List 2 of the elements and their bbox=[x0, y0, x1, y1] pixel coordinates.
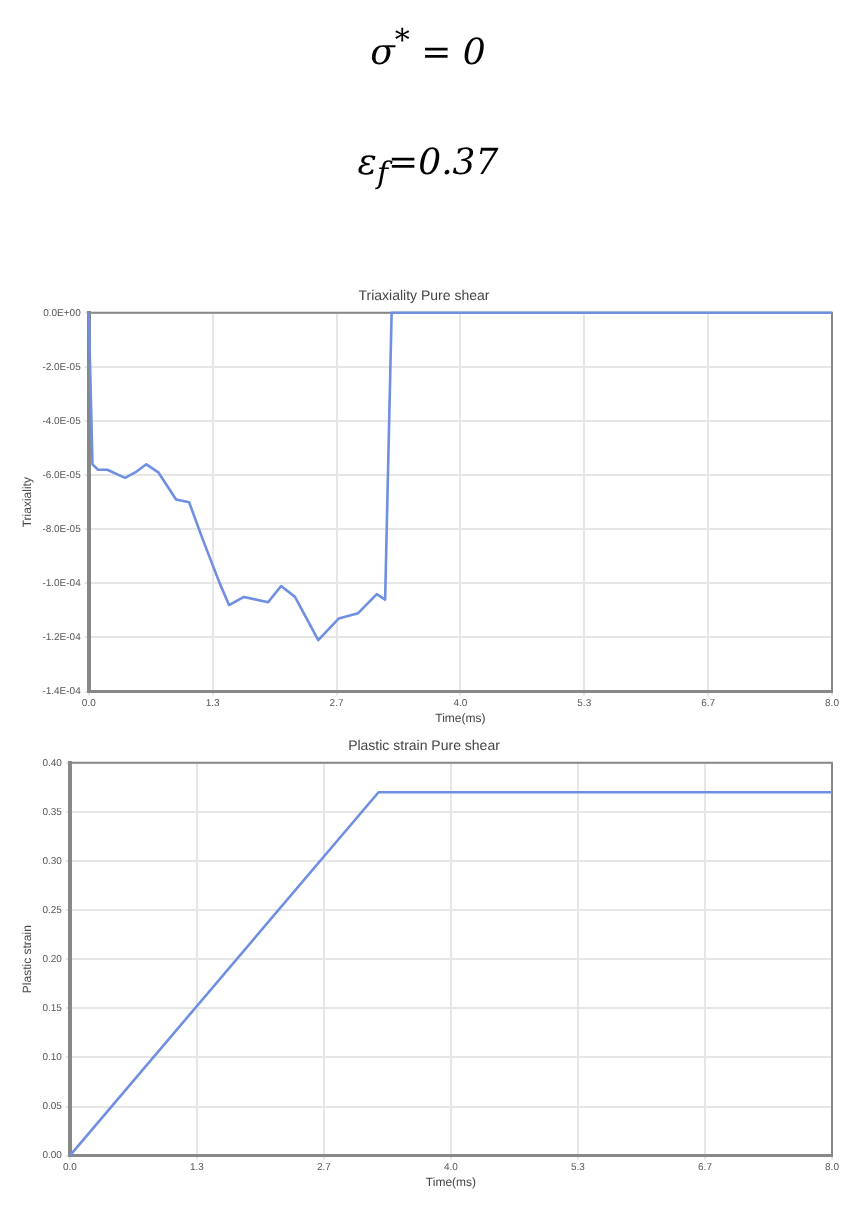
text: ε$_{f}$=0.37 bbox=[355, 140, 501, 196]
text: σ$^{*}$ = 0 bbox=[368, 20, 488, 78]
